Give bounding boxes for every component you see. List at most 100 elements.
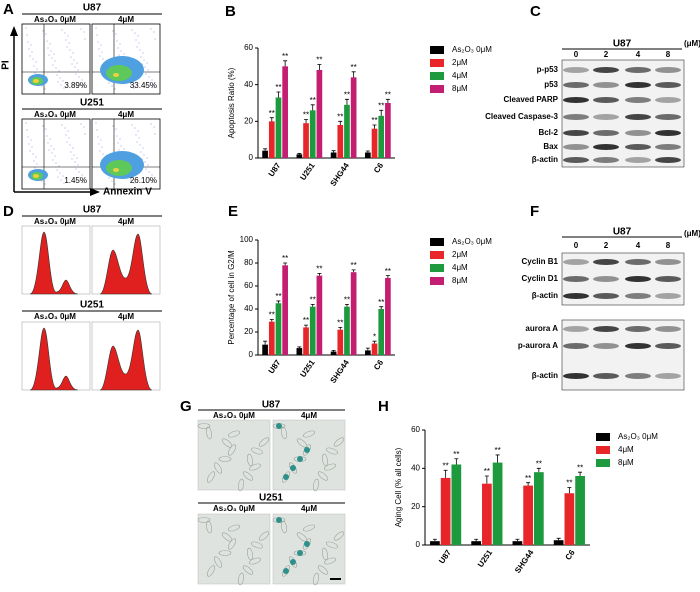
bar: [282, 265, 288, 355]
dot: [152, 181, 154, 183]
dot: [111, 85, 113, 87]
y-tick-label: 20: [411, 502, 420, 511]
dot: [31, 146, 33, 148]
axis-label: PI: [1, 60, 12, 70]
dot: [71, 63, 73, 65]
error-bar: [556, 537, 561, 541]
dot: [145, 168, 147, 170]
dot: [82, 181, 84, 183]
dot: [64, 127, 66, 129]
dot: [154, 133, 156, 135]
stained-cell: [304, 541, 310, 547]
significance: **: [269, 310, 275, 319]
dose: 4: [636, 50, 641, 59]
dot: [44, 183, 46, 185]
cell: [296, 532, 308, 542]
band: [625, 326, 651, 332]
condition: 4μM: [118, 312, 134, 321]
dot: [39, 71, 41, 73]
y-tick-label: 40: [244, 304, 253, 313]
error-bar: [304, 119, 309, 124]
dot: [48, 149, 50, 151]
bar: [296, 348, 303, 355]
cell-line: U251: [259, 493, 283, 504]
error-bar: [269, 117, 274, 122]
bar: [316, 70, 323, 158]
protein-label: β-actin: [532, 155, 558, 164]
significance: **: [525, 474, 531, 483]
x-tick-label: SHG44: [329, 358, 352, 385]
protein-label: β-actin: [532, 291, 558, 300]
density: [106, 65, 132, 81]
dot: [117, 47, 119, 49]
bar: [337, 329, 344, 355]
condition: As₂O₃ 0μM: [34, 110, 76, 119]
dot: [143, 59, 145, 61]
dot: [138, 137, 140, 139]
band: [593, 157, 619, 163]
protein-label: Cyclin D1: [522, 274, 559, 283]
dot: [142, 52, 144, 54]
dot: [116, 135, 118, 137]
error-bar: [297, 153, 302, 155]
dot: [58, 70, 60, 72]
cell: [207, 471, 215, 483]
histogram-frame: [21, 321, 91, 391]
x-tick-label: U87: [267, 161, 283, 179]
dot: [80, 28, 82, 30]
band: [563, 114, 589, 120]
condition: As₂O₃ 0μM: [34, 15, 76, 24]
bar: [296, 154, 303, 158]
western-blot: p-p53 p53 Cleaved PARP Cleaved Caspase-3 Bcl…: [485, 50, 685, 168]
dot: [113, 132, 115, 134]
error-bar: [454, 458, 459, 465]
error-bar: [283, 262, 288, 266]
cell: [248, 463, 262, 471]
flow-plots: 3.89% 33.45% 1.45% 26.10%: [21, 23, 161, 190]
dot: [75, 168, 77, 170]
significance: **: [310, 296, 316, 305]
dot: [144, 66, 146, 68]
stained-cell: [276, 423, 282, 429]
dot: [73, 59, 75, 61]
cell: [214, 462, 222, 474]
dot: [138, 42, 140, 44]
dot: [32, 58, 34, 60]
dot: [33, 65, 35, 67]
cell: [323, 557, 337, 565]
micrograph: [272, 513, 346, 585]
dot: [119, 138, 121, 140]
x-tick-label: C6: [372, 358, 386, 372]
legend-swatch: [430, 46, 444, 54]
bar: [303, 327, 309, 355]
bar: [385, 277, 391, 355]
band: [593, 373, 619, 379]
histogram: [99, 329, 153, 391]
cell-line: U87: [613, 227, 632, 238]
bar: [378, 309, 385, 355]
y-tick-label: 40: [411, 463, 420, 472]
band: [593, 144, 619, 150]
bar: [344, 306, 350, 355]
band: [563, 157, 589, 163]
bar: [365, 350, 371, 355]
density: [106, 160, 132, 176]
band: [655, 82, 681, 88]
dot: [34, 72, 36, 74]
legend-label: 2μM: [452, 250, 468, 259]
dot: [60, 179, 62, 181]
cell: [323, 463, 337, 471]
dot: [102, 58, 104, 60]
dot: [41, 85, 43, 87]
bar: [275, 303, 282, 355]
dot: [84, 133, 86, 135]
cell-line: U87: [262, 400, 281, 411]
legend-label: 8μM: [452, 276, 468, 285]
significance: *: [373, 332, 376, 341]
band: [563, 82, 589, 88]
bar: [471, 541, 482, 545]
condition: 4μM: [118, 110, 134, 119]
error-bar: [351, 269, 356, 273]
dot: [49, 138, 51, 140]
x-tick-label: C6: [563, 548, 577, 562]
